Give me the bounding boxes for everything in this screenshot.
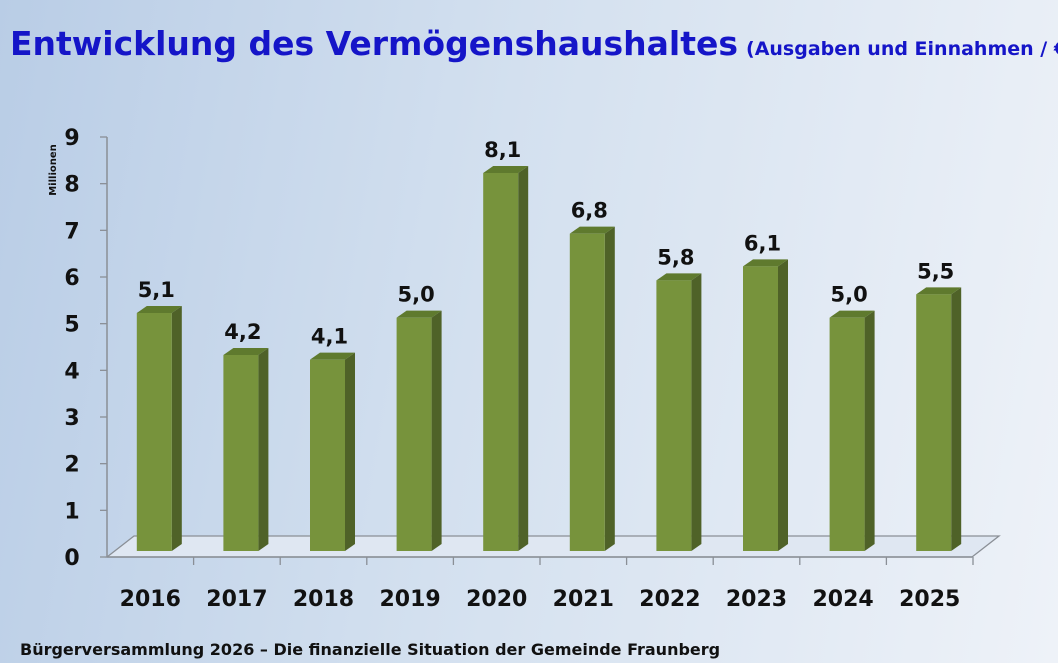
bar-top [829, 310, 875, 318]
y-tick-label: 1 [64, 499, 79, 524]
title-text: Entwicklung des Vermögenshaushaltes [10, 24, 739, 63]
bar [916, 294, 952, 551]
bar-side [518, 166, 529, 551]
data-label: 5,5 [917, 259, 954, 283]
bar-side [778, 259, 788, 551]
x-tick-label: 2018 [293, 587, 354, 612]
data-label: 8,1 [484, 138, 521, 162]
data-label: 6,1 [744, 231, 781, 255]
data-label: 5,1 [138, 278, 175, 302]
bar-top [743, 259, 788, 267]
y-tick-label: 5 [64, 313, 79, 338]
bar-top [136, 306, 182, 313]
bar-top [310, 352, 355, 360]
bar [310, 359, 345, 551]
bar-side [864, 310, 875, 551]
chart-title: Entwicklung des Vermögenshaushaltes (Ausg… [10, 24, 1058, 63]
data-label: 4,2 [224, 320, 261, 344]
bar [743, 266, 778, 551]
bar-top [916, 287, 962, 295]
bar-side [691, 273, 702, 551]
bar [136, 313, 172, 551]
bar-side [171, 306, 182, 551]
x-tick-label: 2019 [379, 587, 440, 612]
x-tick-label: 2021 [553, 587, 614, 612]
y-tick-label: 6 [64, 266, 79, 291]
x-tick-label: 2025 [899, 587, 960, 612]
x-tick-label: 2022 [639, 587, 700, 612]
bar-side [431, 310, 442, 551]
bar [656, 280, 692, 551]
x-tick-label: 2024 [812, 587, 873, 612]
bar-top [483, 166, 529, 173]
data-label: 5,0 [397, 283, 434, 307]
y-tick-label: 9 [64, 126, 79, 151]
footer-text: Bürgerversammlung 2026 – Die finanzielle… [20, 640, 721, 659]
y-tick-label: 8 [64, 173, 79, 198]
data-label: 5,0 [830, 283, 867, 307]
bar [829, 317, 865, 551]
bar-top [656, 273, 702, 281]
x-tick-label: 2017 [206, 587, 267, 612]
x-tick-label: 2023 [726, 587, 787, 612]
bar [483, 173, 519, 551]
bar-top [569, 226, 615, 234]
data-label: 6,8 [571, 199, 608, 223]
chart-subtitle: (Ausgaben und Einnahmen / €) [746, 38, 1058, 60]
y-axis-label: Millionen [48, 144, 59, 196]
data-label: 5,8 [657, 245, 694, 269]
bar-side [604, 226, 615, 551]
bar-top [223, 348, 269, 355]
y-tick-label: 7 [64, 219, 79, 244]
y-tick-label: 0 [64, 546, 79, 571]
y-tick-label: 4 [64, 359, 79, 384]
bar-side [345, 352, 355, 551]
x-tick-label: 2016 [120, 587, 181, 612]
y-tick-label: 3 [64, 406, 79, 431]
x-tick-label: 2020 [466, 587, 527, 612]
bar [569, 233, 605, 551]
data-label: 4,1 [311, 325, 348, 349]
bar-side [951, 287, 962, 551]
bar-top [396, 310, 442, 318]
y-tick-label: 2 [64, 453, 79, 478]
bar-side [258, 348, 269, 551]
bar [396, 317, 432, 551]
bar [223, 355, 259, 551]
